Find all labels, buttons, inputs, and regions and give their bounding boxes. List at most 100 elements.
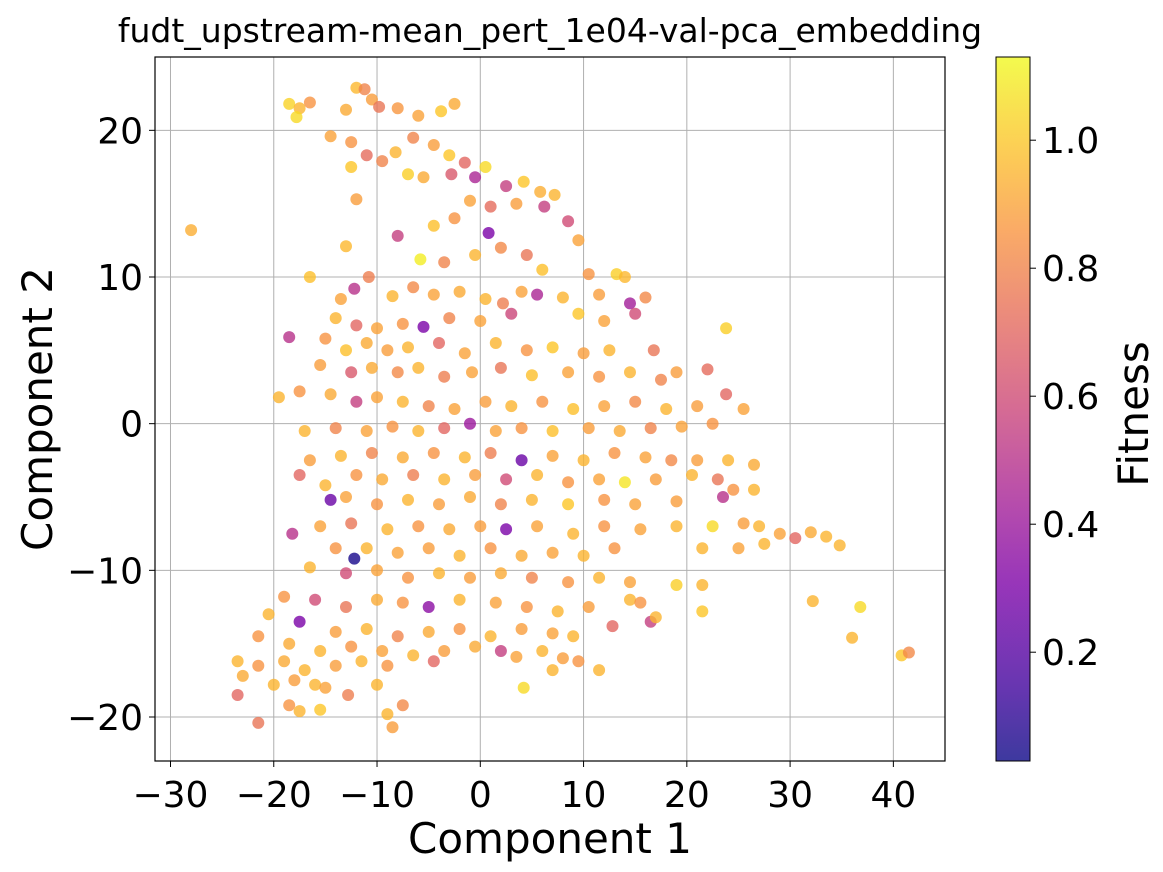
data-point	[538, 200, 551, 213]
data-point	[445, 168, 458, 181]
data-point	[458, 451, 471, 464]
data-point	[484, 630, 497, 643]
data-point	[350, 395, 363, 408]
data-point	[464, 417, 476, 430]
data-point	[443, 312, 456, 325]
data-point	[606, 620, 619, 633]
data-point	[820, 530, 833, 543]
data-point	[536, 645, 549, 657]
colorbar	[995, 56, 1031, 762]
data-point	[647, 344, 660, 357]
data-point	[407, 131, 420, 144]
data-point	[350, 319, 363, 332]
data-point	[443, 523, 456, 536]
data-point	[427, 219, 440, 232]
data-point	[548, 188, 561, 201]
data-point	[466, 366, 478, 379]
data-point	[598, 520, 611, 533]
data-point	[360, 542, 373, 555]
data-point	[629, 498, 642, 511]
data-point	[334, 449, 347, 462]
data-point	[262, 608, 275, 621]
data-point	[649, 611, 662, 624]
data-point	[433, 498, 445, 511]
data-point	[624, 593, 636, 606]
data-point	[517, 681, 530, 694]
data-point	[505, 307, 518, 320]
data-point	[525, 369, 538, 382]
data-point	[231, 689, 244, 701]
x-tick-label: 40	[870, 775, 916, 816]
data-point	[515, 549, 528, 562]
data-point	[649, 473, 662, 486]
data-point	[340, 103, 352, 116]
data-point	[412, 520, 425, 533]
data-point	[303, 96, 316, 109]
data-point	[629, 307, 642, 320]
data-point	[474, 315, 487, 327]
data-point	[252, 630, 265, 643]
data-point	[670, 495, 683, 508]
data-point	[593, 571, 606, 584]
data-point	[598, 315, 611, 327]
data-point	[396, 395, 409, 408]
data-point	[572, 307, 585, 320]
y-axis-ticks: −20 −10 0 10 20	[67, 111, 155, 739]
data-point	[546, 546, 559, 559]
data-point	[288, 674, 301, 687]
x-tick-label: 30	[767, 775, 813, 816]
chart-title: fudt_upstream-mean_pert_1e04-val-pca_emb…	[118, 11, 982, 50]
data-point	[469, 249, 482, 261]
data-point	[319, 332, 332, 345]
data-point	[737, 403, 750, 415]
y-tick-label: −10	[67, 551, 143, 592]
data-point	[727, 483, 740, 496]
data-point	[278, 590, 291, 603]
data-point	[422, 542, 435, 555]
data-point	[479, 395, 492, 408]
data-point	[267, 678, 280, 691]
data-point	[438, 645, 451, 657]
data-point	[484, 447, 497, 459]
data-point	[283, 637, 296, 650]
y-axis-label: Component 2	[13, 267, 62, 551]
data-point	[670, 520, 683, 533]
data-point	[546, 627, 559, 640]
data-point	[494, 361, 507, 374]
data-point	[517, 175, 530, 188]
data-point	[360, 337, 373, 349]
data-point	[329, 542, 342, 555]
data-point	[691, 400, 704, 413]
data-point	[283, 97, 296, 110]
data-point	[355, 655, 368, 668]
data-point	[629, 395, 642, 408]
data-point	[365, 447, 378, 459]
data-point	[453, 623, 466, 635]
data-point	[236, 669, 249, 682]
data-point	[732, 542, 745, 555]
data-point	[386, 290, 399, 303]
data-point	[458, 347, 471, 360]
x-axis-label: Component 1	[408, 814, 692, 863]
data-point	[340, 567, 352, 580]
data-point	[525, 493, 538, 506]
data-point	[329, 625, 342, 638]
data-point	[598, 493, 611, 506]
data-point	[293, 705, 306, 718]
data-point	[551, 605, 564, 618]
data-point	[348, 282, 361, 295]
data-point	[479, 161, 492, 173]
data-point	[833, 539, 846, 552]
data-point	[902, 646, 915, 659]
data-point	[534, 185, 547, 198]
data-point	[520, 344, 533, 357]
data-point	[278, 655, 291, 668]
data-point	[696, 579, 709, 591]
data-point	[696, 605, 709, 618]
data-point	[381, 659, 394, 672]
data-point	[340, 491, 352, 503]
data-point	[448, 212, 461, 225]
data-point	[438, 422, 451, 435]
data-point	[345, 517, 358, 530]
